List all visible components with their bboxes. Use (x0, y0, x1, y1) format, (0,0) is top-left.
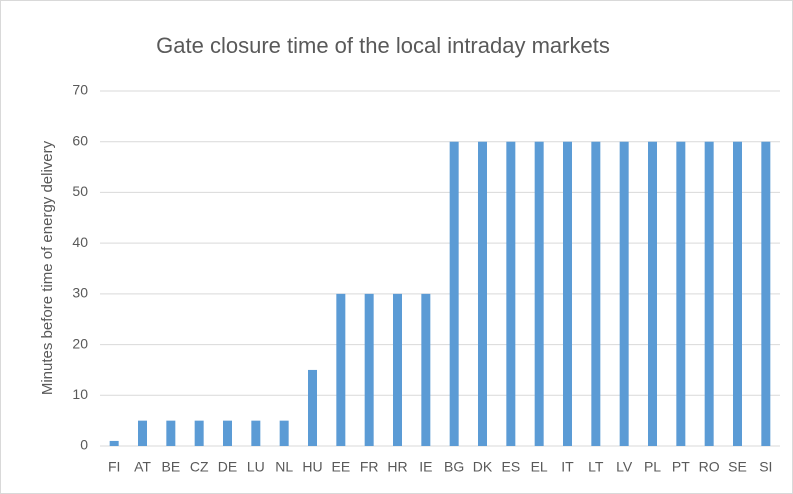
x-tick-label: DE (218, 459, 237, 475)
bar (648, 141, 657, 446)
bar (336, 293, 346, 446)
bar (506, 141, 516, 446)
x-tick-label: FI (108, 459, 120, 475)
x-tick-label: LV (616, 459, 633, 475)
x-tick-label: EE (331, 459, 350, 475)
bar (166, 420, 176, 446)
x-tick-label: LU (247, 459, 265, 475)
bar (449, 141, 459, 446)
x-tick-label: PT (672, 459, 690, 475)
bar (223, 420, 232, 446)
x-tick-label: ES (501, 459, 520, 475)
chart-title: Gate closure time of the local intraday … (156, 33, 610, 58)
bar (591, 141, 601, 446)
bar (393, 293, 402, 446)
x-tick-label: BG (444, 459, 464, 475)
x-tick-label: DK (473, 459, 493, 475)
y-tick-label: 30 (72, 285, 88, 301)
x-tick-label: SE (728, 459, 747, 475)
bar (279, 420, 289, 446)
x-tick-label: RO (699, 459, 720, 475)
bar (308, 369, 317, 446)
x-tick-label: IT (561, 459, 574, 475)
y-tick-label: 70 (72, 82, 88, 98)
y-tick-label: 40 (72, 234, 88, 250)
y-axis-label: Minutes before time of energy delivery (39, 140, 56, 395)
y-tick-label: 0 (80, 437, 88, 453)
x-tick-label: CZ (190, 459, 209, 475)
bar (704, 141, 714, 446)
bar (676, 141, 686, 446)
x-tick-label: AT (134, 459, 151, 475)
x-tick-label: HU (302, 459, 322, 475)
bar (563, 141, 572, 446)
bar (364, 293, 374, 446)
bar (478, 141, 487, 446)
y-tick-label: 10 (72, 386, 88, 402)
x-tick-label: EL (531, 459, 548, 475)
x-tick-label: SI (759, 459, 772, 475)
y-tick-label: 60 (72, 132, 88, 148)
bar (761, 141, 771, 446)
bar (733, 141, 742, 446)
y-tick-label: 50 (72, 183, 88, 199)
bar (421, 293, 431, 446)
x-tick-label: HR (387, 459, 407, 475)
bar (619, 141, 629, 446)
x-tick-label: LT (588, 459, 604, 475)
y-tick-label: 20 (72, 335, 88, 351)
bar (138, 420, 147, 446)
x-tick-label: NL (275, 459, 293, 475)
bar (534, 141, 544, 446)
x-tick-label: FR (360, 459, 379, 475)
bar (109, 440, 119, 446)
bar (194, 420, 204, 446)
x-tick-label: PL (644, 459, 661, 475)
x-tick-label: BE (161, 459, 180, 475)
bar (251, 420, 261, 446)
x-tick-label: IE (419, 459, 432, 475)
